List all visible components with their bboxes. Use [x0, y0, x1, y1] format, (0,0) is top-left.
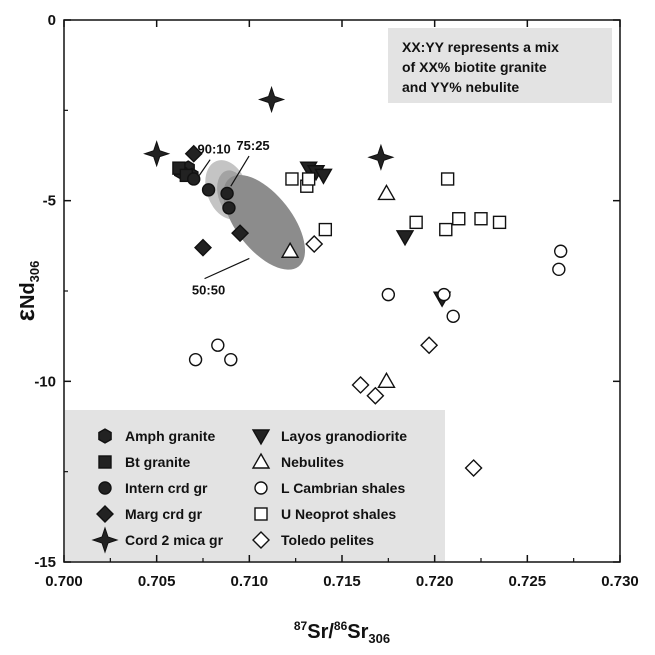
data-points: [143, 85, 568, 478]
x-axis-label-sr2: Sr: [347, 621, 368, 643]
point-l-cambrian-shales: [552, 262, 566, 277]
note-box: XX:YY represents a mix of XX% biotite gr…: [388, 28, 612, 103]
point-u-neoprot-shales: [301, 172, 316, 186]
point-intern-crd-gr: [187, 172, 201, 186]
point-intern-crd-gr: [201, 183, 216, 197]
point-toledo-pelites: [366, 386, 385, 405]
y-tick-label: -5: [43, 193, 56, 210]
note-line-1: XX:YY represents a mix: [402, 39, 559, 55]
note-line-3: and YY% nebulite: [402, 79, 519, 95]
x-tick-label: 0.730: [601, 573, 639, 590]
annotation-label: 75:25: [236, 138, 269, 153]
point-l-cambrian-shales: [211, 338, 225, 352]
legend-label-marg-crd-gr: Marg crd gr: [125, 506, 203, 522]
legend-marker-bt-granite: [98, 455, 112, 469]
x-tick-label: 0.705: [138, 573, 176, 590]
point-u-neoprot-shales: [474, 212, 488, 226]
point-layos-granodiorite: [314, 168, 333, 185]
legend-marker-toledo-pelites: [252, 531, 270, 549]
legend-marker-layos-granodiorite: [251, 429, 271, 446]
point-u-neoprot-shales: [492, 215, 507, 230]
point-l-cambrian-shales: [188, 352, 203, 367]
point-u-neoprot-shales: [440, 172, 455, 186]
y-axis-label-nd: Nd: [17, 282, 39, 309]
x-axis-label-sub: 306: [368, 631, 390, 646]
y-axis-label-symbol: ε: [10, 309, 40, 321]
legend-marker-amph-granite: [98, 428, 112, 444]
x-tick-label: 0.710: [231, 573, 269, 590]
legend-label-u-neoprot-shales: U Neoprot shales: [281, 506, 396, 522]
y-tick-label: 0: [48, 12, 56, 29]
legend: Amph granite Bt granite Intern crd gr Marg …: [65, 410, 445, 561]
x-axis-label-sup1: 87: [294, 619, 308, 633]
y-tick-label: -10: [34, 373, 56, 390]
annotation-leader: [204, 257, 250, 280]
y-axis-label: εNd306: [10, 261, 42, 322]
point-l-cambrian-shales: [446, 309, 460, 323]
y-axis-label-sub: 306: [27, 261, 42, 283]
point-nebulites: [280, 241, 300, 258]
legend-marker-cord-2-mica-gr: [91, 526, 119, 554]
note-line-2: of XX% biotite granite: [402, 59, 547, 75]
point-toledo-pelites: [305, 235, 324, 254]
legend-marker-marg-crd-gr: [96, 505, 114, 523]
y-tick-label: -15: [34, 554, 56, 571]
legend-marker-l-cambrian-shales: [254, 481, 268, 495]
x-tick-label: 0.720: [416, 573, 454, 590]
point-marg-crd-gr: [231, 224, 250, 243]
annotation-leader: [198, 159, 211, 176]
x-axis-label-sup2: 86: [334, 619, 348, 633]
legend-marker-intern-crd-gr: [98, 481, 112, 495]
legend-label-cord-2-mica-gr: Cord 2 mica gr: [125, 532, 224, 548]
point-layos-granodiorite: [395, 230, 415, 247]
annotation-leader: [230, 155, 250, 187]
note-background: [388, 28, 612, 103]
point-u-neoprot-shales: [285, 172, 299, 186]
point-cord-2-mica-gr: [367, 143, 395, 171]
legend-label-toledo-pelites: Toledo pelites: [281, 532, 374, 548]
point-intern-crd-gr: [220, 186, 234, 201]
point-u-neoprot-shales: [318, 222, 333, 237]
x-tick-label: 0.700: [45, 573, 83, 590]
point-marg-crd-gr: [194, 238, 212, 257]
point-marg-crd-gr: [184, 144, 203, 163]
legend-marker-u-neoprot-shales: [254, 507, 268, 521]
legend-marker-nebulites: [251, 452, 271, 469]
point-u-neoprot-shales: [439, 222, 453, 237]
legend-label-l-cambrian-shales: L Cambrian shales: [281, 480, 405, 496]
point-toledo-pelites: [464, 459, 483, 478]
legend-label-intern-crd-gr: Intern crd gr: [125, 480, 208, 496]
annotation-label: 50:50: [192, 283, 225, 298]
point-cord-2-mica-gr: [143, 140, 171, 168]
point-cord-2-mica-gr: [257, 85, 286, 114]
annotation-label: 90:10: [197, 142, 230, 157]
legend-label-nebulites: Nebulites: [281, 454, 344, 470]
point-u-neoprot-shales: [409, 215, 423, 230]
point-intern-crd-gr: [222, 201, 236, 215]
mixing-annotations: 90:10 75:25 50:50: [192, 138, 270, 298]
point-nebulites: [377, 184, 396, 201]
point-u-neoprot-shales: [452, 212, 466, 226]
point-l-cambrian-shales: [224, 352, 238, 367]
point-l-cambrian-shales: [381, 287, 396, 302]
legend-label-layos-granodiorite: Layos granodiorite: [281, 428, 407, 444]
point-toledo-pelites: [351, 375, 370, 394]
mixing-field-3: [223, 175, 306, 270]
point-l-cambrian-shales: [553, 244, 568, 258]
x-tick-label: 0.715: [323, 573, 361, 590]
legend-label-amph-granite: Amph granite: [125, 428, 215, 444]
point-nebulites: [377, 371, 396, 389]
point-toledo-pelites: [420, 336, 439, 355]
x-axis-label-sr1: Sr/: [307, 621, 334, 643]
point-l-cambrian-shales: [437, 287, 451, 302]
axis-ticks: 0.700 0.705 0.710 0.715 0.720 0.725 0.730 0 -5 -1…: [34, 12, 638, 590]
x-tick-label: 0.725: [509, 573, 547, 590]
legend-label-bt-granite: Bt granite: [125, 454, 191, 470]
x-axis-label: 87Sr/86Sr306: [294, 619, 390, 646]
